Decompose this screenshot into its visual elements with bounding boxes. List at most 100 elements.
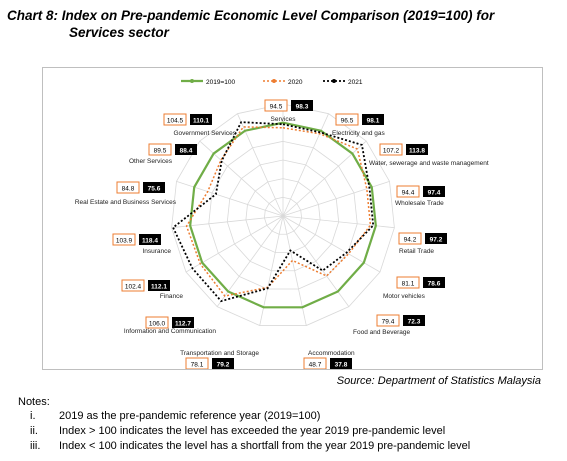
- value-box-2020: [121, 279, 145, 292]
- note-text: Index < 100 indicates the level has a sh…: [59, 440, 471, 452]
- series-2021-line: [171, 121, 375, 303]
- value-box-2020: [396, 276, 420, 289]
- category-label: Government Services: [174, 130, 237, 137]
- value-box-2020: [396, 185, 420, 198]
- category-label: Transportation and Storage: [180, 350, 259, 357]
- category-label: Information and Communication: [124, 328, 217, 335]
- value-box-2021: [139, 234, 161, 245]
- note-number: iii.: [30, 440, 41, 452]
- note-text: 2019 as the pre-pandemic reference year …: [59, 410, 321, 422]
- value-box-2020: [335, 113, 359, 126]
- note-text: Index > 100 indicates the level has exce…: [59, 425, 446, 437]
- value-box-2020: [398, 232, 422, 245]
- value-box-2020: [376, 314, 400, 327]
- note-number: ii.: [30, 425, 38, 437]
- legend-marker: [332, 79, 336, 83]
- series-2019-line: [189, 121, 377, 309]
- value-box-2020: [112, 233, 136, 246]
- value-label-2020: 94.2: [404, 237, 417, 244]
- source-note: Source: Department of Statistics Malaysi…: [336, 375, 541, 387]
- value-label-2020: 102.4: [125, 284, 142, 291]
- value-label-2021: 78.6: [428, 281, 441, 288]
- value-label-2021: 118.4: [142, 238, 158, 245]
- value-label-2021: 72.3: [408, 319, 421, 326]
- value-label-2021: 112.1: [151, 284, 167, 291]
- legend-label: 2019=100: [206, 79, 235, 86]
- value-box-2021: [172, 317, 194, 328]
- value-box-2020: [145, 316, 169, 329]
- value-label-2021: 112.7: [175, 321, 191, 328]
- category-label: Electricity and gas: [332, 130, 385, 137]
- grid-ring: [208, 140, 358, 290]
- legend-label: 2020: [288, 79, 303, 86]
- grid-spoke: [282, 140, 367, 217]
- category-label: Water, sewerage and waste management: [369, 160, 489, 167]
- category-label: Finance: [160, 293, 184, 300]
- value-box-2021: [423, 186, 445, 197]
- category-label: Services: [271, 116, 297, 123]
- value-label-2020: 78.1: [191, 362, 204, 369]
- value-label-2020: 104.5: [167, 118, 184, 125]
- value-box-2020: [116, 181, 140, 194]
- grid-spoke: [282, 113, 329, 217]
- grid-ring: [171, 103, 395, 326]
- category-label: Insurance: [142, 248, 171, 255]
- value-label-2021: 110.1: [193, 118, 209, 125]
- value-box-2021: [143, 182, 165, 193]
- radar-chart: 2019=100 2020 2021 Services 94.5 98.3 Electric…: [75, 79, 489, 369]
- value-label-2021: 113.8: [409, 148, 425, 155]
- value-box-2021: [330, 358, 352, 369]
- value-label-2020: 89.5: [154, 148, 167, 155]
- value-box-2020: [185, 357, 209, 369]
- value-box-2020: [163, 113, 187, 126]
- value-label-2020: 107.2: [383, 148, 400, 155]
- category-label: Motor vehicles: [383, 293, 426, 300]
- value-box-2021: [403, 315, 425, 326]
- value-label-2020: 81.1: [402, 281, 415, 288]
- chart-title: Chart 8: Index on Pre-pandemic Economic …: [7, 7, 559, 41]
- category-label: Real Estate and Business Services: [75, 199, 177, 206]
- value-label-2020: 94.4: [402, 190, 415, 197]
- value-box-2020: [379, 143, 403, 156]
- category-label: Food and Beverage: [353, 329, 410, 336]
- value-label-2021: 79.2: [217, 362, 230, 369]
- notes-heading: Notes:: [18, 396, 50, 408]
- value-box-2020: [148, 143, 172, 156]
- legend-marker: [272, 79, 276, 83]
- grid-ring: [245, 178, 321, 253]
- value-label-2020: 96.5: [341, 118, 354, 125]
- value-label-2021: 97.2: [430, 237, 443, 244]
- value-box-2021: [291, 100, 313, 111]
- legend-marker: [190, 79, 194, 83]
- grid-spoke: [237, 113, 284, 217]
- category-label: Other Services: [129, 158, 173, 165]
- chart-title-line2: Services sector: [69, 25, 169, 40]
- value-label-2021: 97.4: [428, 190, 441, 197]
- chart-area: 2019=100 2020 2021 Services 94.5 98.3 Electric…: [42, 67, 543, 370]
- category-label: Retail Trade: [399, 248, 434, 255]
- grid-ring: [264, 196, 302, 235]
- value-box-2021: [362, 114, 384, 125]
- value-label-2021: 75.6: [148, 186, 161, 193]
- value-box-2021: [212, 358, 234, 369]
- category-label: Wholesale Trade: [395, 200, 444, 207]
- value-box-2021: [423, 277, 445, 288]
- value-label-2020: 106.0: [149, 321, 166, 328]
- value-box-2021: [425, 233, 447, 244]
- chart-title-line1: Chart 8: Index on Pre-pandemic Economic …: [7, 8, 495, 23]
- value-label-2021: 37.8: [335, 362, 348, 369]
- value-label-2020: 79.4: [382, 319, 395, 326]
- value-label-2020: 94.5: [270, 104, 283, 111]
- value-label-2021: 98.1: [367, 118, 380, 125]
- grid-spoke: [199, 140, 284, 217]
- value-box-2020: [303, 357, 327, 369]
- value-label-2021: 98.3: [296, 104, 309, 111]
- value-box-2020: [264, 99, 288, 112]
- legend-label: 2021: [348, 79, 363, 86]
- category-label: Accommodation: [308, 350, 355, 357]
- value-label-2020: 48.7: [309, 362, 322, 369]
- value-label-2021: 88.4: [180, 148, 193, 155]
- value-box-2021: [190, 114, 212, 125]
- value-box-2021: [175, 144, 197, 155]
- value-box-2021: [148, 280, 170, 291]
